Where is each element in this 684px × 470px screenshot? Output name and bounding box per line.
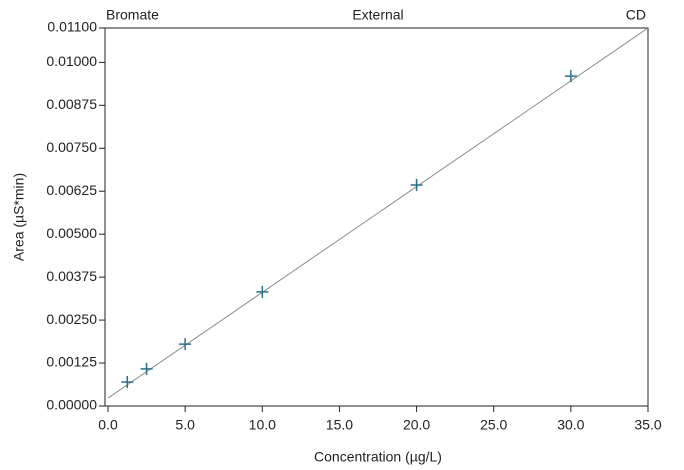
y-tick-label: 0.00625 xyxy=(46,182,97,198)
y-tick-label: 0.00375 xyxy=(46,268,97,284)
x-tick-label: 35.0 xyxy=(634,417,661,433)
x-tick-label: 25.0 xyxy=(480,417,507,433)
y-tick-label: 0.00000 xyxy=(46,397,97,413)
x-tick-label: 15.0 xyxy=(326,417,353,433)
data-point xyxy=(256,285,269,298)
y-axis-label: Area (µS*min) xyxy=(11,173,27,261)
y-tick-label: 0.01000 xyxy=(46,53,97,69)
plot-frame xyxy=(104,27,649,407)
x-tick-label: 30.0 xyxy=(557,417,584,433)
data-point xyxy=(121,375,134,388)
y-tick-label: 0.00875 xyxy=(46,96,97,112)
x-tick-label: 0.0 xyxy=(98,417,118,433)
header-left: Bromate xyxy=(106,7,159,23)
x-tick-label: 10.0 xyxy=(249,417,276,433)
data-point xyxy=(140,362,153,375)
y-tick-label: 0.01100 xyxy=(47,19,97,35)
x-tick-label: 20.0 xyxy=(403,417,430,433)
data-point xyxy=(179,338,192,351)
fit-line xyxy=(107,27,649,399)
y-tick-label: 0.00250 xyxy=(46,311,97,327)
x-axis-label: Concentration (µg/L) xyxy=(314,449,442,465)
header-center: External xyxy=(352,7,403,23)
y-tick-label: 0.00500 xyxy=(46,225,97,241)
data-point xyxy=(410,179,423,192)
x-tick-label: 5.0 xyxy=(175,417,195,433)
y-tick-label: 0.00750 xyxy=(46,139,97,155)
y-tick-label: 0.00125 xyxy=(46,354,97,370)
data-point xyxy=(564,70,577,83)
header-right: CD xyxy=(626,7,646,23)
